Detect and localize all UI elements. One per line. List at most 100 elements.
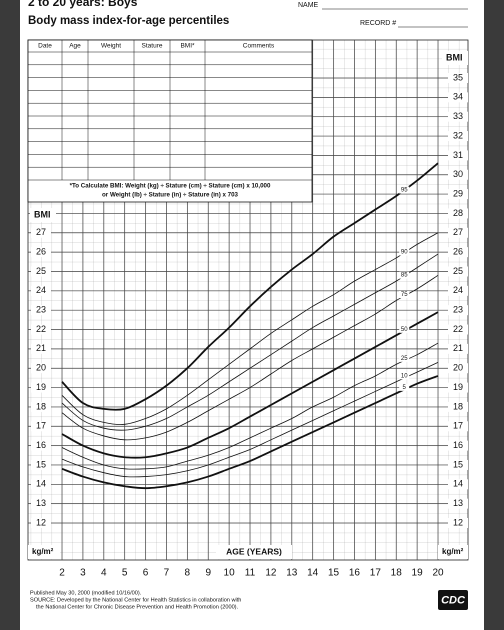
label-bg xyxy=(399,291,410,298)
y-tick-label-left: 25 xyxy=(36,266,46,276)
x-tick-label: 16 xyxy=(349,568,361,579)
y-tick-label-left: 22 xyxy=(36,324,46,334)
y-unit-left: kg/m² xyxy=(32,547,54,556)
y-tick-label-left: 20 xyxy=(36,363,46,373)
table-header: Stature xyxy=(142,43,163,50)
x-tick-label: 15 xyxy=(328,568,340,579)
x-tick-label: 6 xyxy=(143,568,149,579)
x-tick-label: 10 xyxy=(224,568,236,579)
label-bg xyxy=(399,383,410,391)
y-tick-label-right: 13 xyxy=(453,498,463,508)
y-tick-label-left: 16 xyxy=(36,440,46,450)
x-tick-label: 14 xyxy=(307,568,319,579)
y-tick-label-left: 24 xyxy=(36,285,46,295)
label-bg xyxy=(399,372,410,380)
title-top: 2 to 20 years: Boys xyxy=(28,0,138,9)
y-tick-label-right: 34 xyxy=(453,92,463,102)
table-header: Comments xyxy=(243,43,275,50)
logo-text: CDC xyxy=(441,594,466,606)
x-tick-label: 8 xyxy=(185,568,191,579)
y-tick-label-right: 28 xyxy=(453,208,463,218)
table-header: BMI* xyxy=(180,43,195,50)
label-bg xyxy=(448,459,468,470)
x-axis-title: AGE (YEARS) xyxy=(226,546,282,556)
label-bg xyxy=(31,498,51,509)
label-bg xyxy=(399,325,410,333)
label-bg xyxy=(31,305,51,316)
label-bg xyxy=(448,421,468,432)
y-tick-label-right: 24 xyxy=(453,285,463,295)
percentile-curve xyxy=(61,375,439,490)
label-bg xyxy=(448,343,468,354)
label-bg xyxy=(399,354,410,362)
label-bg xyxy=(448,189,468,200)
y-tick-label-right: 30 xyxy=(453,169,463,179)
label-bg xyxy=(448,324,468,335)
curve-label: 25 xyxy=(401,356,408,362)
y-tick-label-right: 35 xyxy=(453,72,463,82)
x-tick-label: 18 xyxy=(391,568,403,579)
x-tick-label: 19 xyxy=(412,568,424,579)
y-tick-label-left: 18 xyxy=(36,401,46,411)
y-tick-label-right: 31 xyxy=(453,150,463,160)
label-bg xyxy=(448,479,468,490)
footer-line: Published May 30, 2000 (modified 10/16/0… xyxy=(30,590,142,596)
label-bg xyxy=(31,227,51,238)
percentile-curve xyxy=(61,253,439,431)
y-tick-label-right: 16 xyxy=(453,440,463,450)
label-bg xyxy=(448,305,468,316)
y-tick-label-right: 21 xyxy=(453,343,463,353)
record-label: RECORD # xyxy=(360,20,396,27)
label-bg xyxy=(448,150,468,161)
y-tick-label-right: 15 xyxy=(453,459,463,469)
x-tick-label: 11 xyxy=(245,568,256,579)
label-bg xyxy=(448,227,468,238)
curve-label: 50 xyxy=(401,327,408,333)
label-bg xyxy=(448,208,468,219)
y-tick-label-right: 33 xyxy=(453,111,463,121)
label-bg xyxy=(31,401,51,412)
label-bg xyxy=(399,186,410,194)
label-bg xyxy=(31,363,51,374)
label-bg xyxy=(31,343,51,354)
label-bg xyxy=(448,401,468,412)
y-tick-label-right: 25 xyxy=(453,266,463,276)
x-tick-label: 9 xyxy=(205,568,211,579)
record-table: Date Age Weight Stature BMI* Comments *To Calc… xyxy=(27,39,313,203)
bmi-note: or Weight (lb) ÷ Stature (in) ÷ Stature … xyxy=(102,192,238,199)
y-tick-label-right: 29 xyxy=(453,188,463,198)
curve-label: 75 xyxy=(401,292,408,298)
table-header: Weight xyxy=(101,43,121,50)
label-bg xyxy=(448,285,468,296)
x-tick-label: 17 xyxy=(370,568,382,579)
label-bg xyxy=(31,247,51,258)
y-tick-label-left: 19 xyxy=(36,382,46,392)
label-bg xyxy=(31,266,51,277)
percentile-curve xyxy=(61,311,439,459)
x-tick-label: 5 xyxy=(122,568,128,579)
y-tick-label-right: 23 xyxy=(453,305,463,315)
label-bg xyxy=(448,382,468,393)
y-tick-label-right: 14 xyxy=(453,479,463,489)
y-tick-label-left: 27 xyxy=(36,227,46,237)
y-tick-label-left: 15 xyxy=(36,459,46,469)
x-tick-label: 2 xyxy=(59,568,65,579)
label-bg xyxy=(31,479,51,490)
label-bg xyxy=(448,440,468,451)
table-header: Date xyxy=(38,43,52,50)
label-bg xyxy=(399,271,410,279)
y-tick-label-left: 12 xyxy=(36,517,46,527)
y-tick-label-right: 12 xyxy=(453,517,463,527)
label-bg xyxy=(448,247,468,258)
curves xyxy=(61,162,439,490)
footer-line: the National Center for Chronic Disease … xyxy=(36,604,239,610)
percentile-curve xyxy=(61,232,439,425)
label-bg xyxy=(448,73,468,83)
label-bg xyxy=(31,285,51,296)
x-tick-label: 7 xyxy=(164,568,170,579)
y-axis-title-right: BMI xyxy=(446,52,463,62)
percentile-curve xyxy=(61,275,439,441)
label-bg xyxy=(448,363,468,374)
label-bg xyxy=(448,131,468,142)
